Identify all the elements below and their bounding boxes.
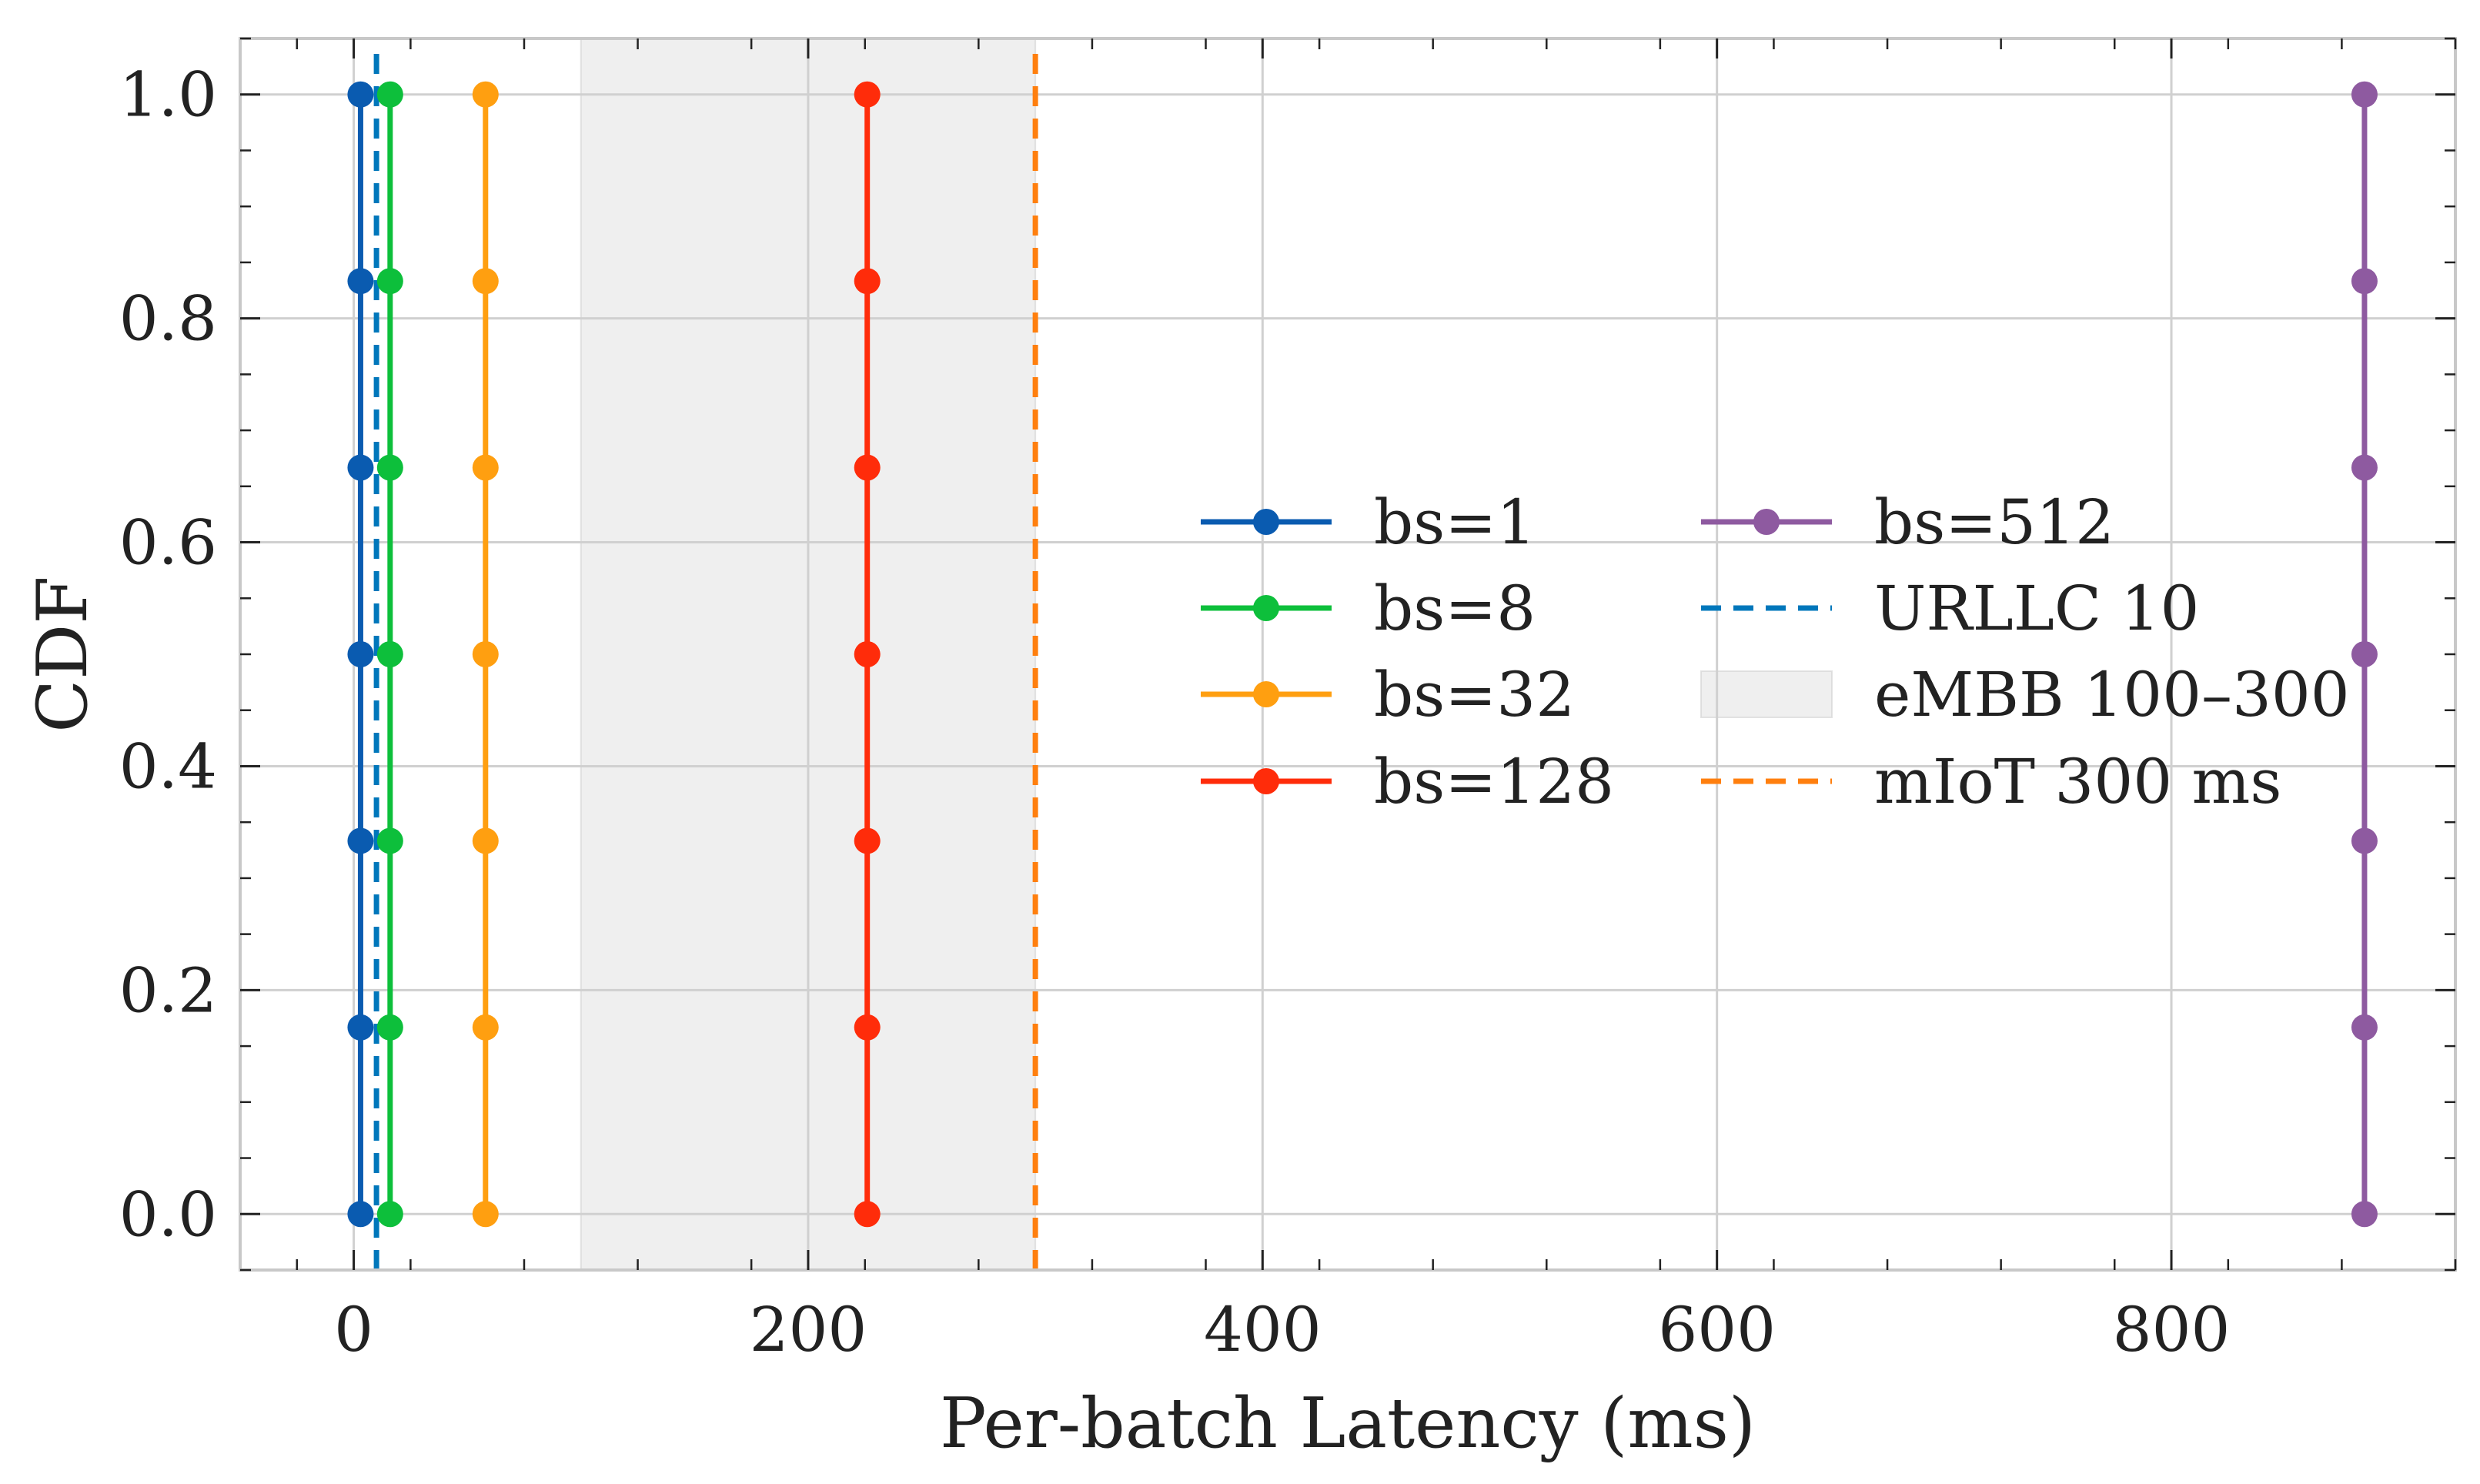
- y-tick-label: 0.2: [119, 954, 217, 1026]
- x-tick-label: 600: [1658, 1294, 1776, 1365]
- x-tick-label: 400: [1204, 1294, 1322, 1365]
- data-point: [472, 454, 499, 481]
- data-point: [376, 1201, 403, 1228]
- legend-label: bs=32: [1374, 659, 1575, 730]
- y-axis-title: CDF: [22, 576, 103, 732]
- y-tick-label: 1.0: [119, 59, 217, 131]
- data-point: [347, 268, 374, 295]
- data-point: [347, 641, 374, 667]
- data-point: [347, 1014, 374, 1041]
- legend-label: mIoT 300 ms: [1874, 746, 2281, 817]
- data-point: [2351, 1201, 2378, 1228]
- reference-lines: [373, 54, 1038, 1270]
- shaded-region-embb: [580, 38, 1037, 1271]
- legend-label: bs=128: [1374, 746, 1614, 817]
- legend-marker-dot: [1753, 509, 1780, 535]
- data-point: [2351, 827, 2378, 854]
- data-point: [854, 81, 881, 108]
- x-tick-label: 0: [334, 1294, 373, 1365]
- data-point: [347, 454, 374, 481]
- data-point: [2351, 454, 2378, 481]
- data-point: [376, 827, 403, 854]
- data-point: [472, 641, 499, 667]
- ticks: [240, 37, 2457, 1272]
- data-point: [854, 268, 881, 295]
- legend-marker: [1700, 670, 1833, 718]
- data-point: [2351, 1014, 2378, 1041]
- data-point: [854, 454, 881, 481]
- data-point: [347, 1201, 374, 1228]
- legend-label: URLLC 10: [1874, 573, 2199, 644]
- data-point: [376, 1014, 403, 1041]
- legend-label: eMBB 100–300: [1874, 659, 2350, 730]
- data-point: [347, 81, 374, 108]
- data-point: [472, 81, 499, 108]
- data-point: [376, 268, 403, 295]
- legend-label: bs=1: [1374, 486, 1536, 558]
- legend-label: bs=8: [1374, 573, 1536, 644]
- plot-frame: [239, 37, 2457, 1272]
- y-tick-label: 0.4: [119, 730, 217, 802]
- data-point: [2351, 268, 2378, 295]
- y-tick-label: 0.8: [119, 283, 217, 355]
- data-point: [376, 81, 403, 108]
- legend-label: bs=512: [1874, 486, 2114, 558]
- legend-marker-dot: [1253, 509, 1279, 535]
- grid: [240, 38, 2455, 1270]
- data-point: [347, 827, 374, 854]
- data-point: [2351, 641, 2378, 667]
- data-point: [376, 454, 403, 481]
- data-point: [854, 1014, 881, 1041]
- legend-marker-dot: [1253, 768, 1279, 794]
- tick-labels: 0 200 400 600 800 0.0 0.2 0.4 0.6 0.8 1.0: [119, 59, 2231, 1365]
- legend-marker-dot: [1253, 595, 1279, 621]
- x-tick-label: 200: [750, 1294, 867, 1365]
- legend: bs=1 bs=8 bs=32 bs=128 bs=512 URLLC 10 eMBB 10…: [1201, 486, 2350, 817]
- data-point: [854, 641, 881, 667]
- data-point: [854, 1201, 881, 1228]
- data-point: [472, 1201, 499, 1228]
- data-point: [854, 827, 881, 854]
- y-tick-label: 0.0: [119, 1178, 217, 1250]
- series: [347, 81, 2378, 1228]
- y-tick-label: 0.6: [119, 507, 217, 579]
- data-point: [376, 641, 403, 667]
- legend-marker-dot: [1253, 681, 1279, 707]
- data-point: [472, 1014, 499, 1041]
- x-axis-title: Per-batch Latency (ms): [940, 1383, 1756, 1464]
- data-point: [472, 268, 499, 295]
- data-point: [472, 827, 499, 854]
- data-point: [2351, 81, 2378, 108]
- x-tick-label: 800: [2113, 1294, 2231, 1365]
- shaded-regions: [580, 38, 1037, 1271]
